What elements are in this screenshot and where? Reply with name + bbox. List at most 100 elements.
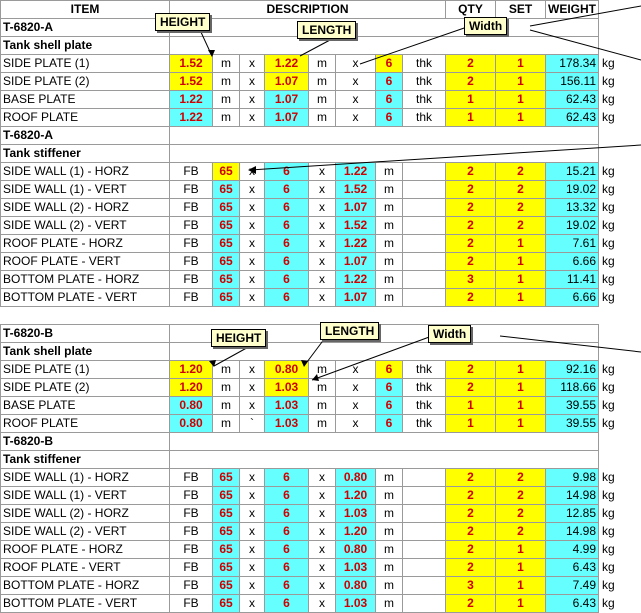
times-sign[interactable]: x [308,504,336,523]
unit-m[interactable]: m [212,378,240,397]
item-name[interactable]: SIDE WALL (2) - HORZ [0,504,170,523]
qty-value[interactable]: 2 [445,162,496,181]
times-sign[interactable]: x [239,216,265,235]
item-name[interactable]: BOTTOM PLATE - VERT [0,594,170,613]
height-value[interactable]: 1.52 [169,72,213,91]
weight-value[interactable]: 6.66 [545,252,599,271]
unit-m[interactable]: m [375,288,403,307]
unit-kg[interactable]: kg [602,164,615,178]
weight-value[interactable]: 6.66 [545,288,599,307]
set-value[interactable]: 2 [495,198,546,217]
thickness-value[interactable]: 6 [375,414,403,433]
unit-m[interactable]: m [308,108,336,127]
unit-thk[interactable]: thk [402,396,446,415]
item-name[interactable]: SIDE PLATE (2) [0,72,170,91]
set-value[interactable]: 1 [495,378,546,397]
unit-m[interactable]: m [375,252,403,271]
flange-thk-value[interactable]: 6 [264,252,309,271]
section-fb[interactable]: FB [169,270,213,289]
set-value[interactable]: 2 [495,486,546,505]
qty-value[interactable]: 2 [445,198,496,217]
empty-cell[interactable] [402,180,446,199]
length-value[interactable]: 1.07 [335,288,376,307]
section-fb[interactable]: FB [169,198,213,217]
times-sign[interactable]: x [308,270,336,289]
flange-width-value[interactable]: 65 [212,594,240,613]
section-tag[interactable]: T-6820-B [0,432,170,451]
length-value[interactable]: 1.07 [264,90,309,109]
times-sign[interactable]: x [239,180,265,199]
section-spacer[interactable] [599,127,631,145]
qty-value[interactable]: 2 [445,522,496,541]
section-fb[interactable]: FB [169,504,213,523]
times-sign[interactable]: x [239,288,265,307]
set-value[interactable]: 1 [495,72,546,91]
flange-thk-value[interactable]: 6 [264,504,309,523]
item-name[interactable]: SIDE WALL (1) - VERT [0,180,170,199]
unit-m[interactable]: m [212,396,240,415]
length-value[interactable]: 0.80 [335,540,376,559]
set-value[interactable]: 1 [495,54,546,73]
unit-m[interactable]: m [308,414,336,433]
weight-value[interactable]: 19.02 [545,216,599,235]
times-sign[interactable]: x [239,90,265,109]
unit-m[interactable]: m [375,576,403,595]
unit-m[interactable]: m [308,90,336,109]
qty-value[interactable]: 2 [445,72,496,91]
qty-value[interactable]: 1 [445,414,496,433]
set-value[interactable]: 1 [495,108,546,127]
set-value[interactable]: 2 [495,162,546,181]
times-sign[interactable]: x [308,216,336,235]
unit-m[interactable]: m [375,522,403,541]
unit-m[interactable]: m [375,198,403,217]
set-value[interactable]: 1 [495,90,546,109]
times-sign[interactable]: x [239,486,265,505]
section-fill[interactable] [169,126,599,145]
section-fill[interactable] [169,450,599,469]
height-value[interactable]: 1.52 [169,54,213,73]
qty-value[interactable]: 2 [445,486,496,505]
item-name[interactable]: BOTTOM PLATE - VERT [0,288,170,307]
set-value[interactable]: 2 [495,180,546,199]
set-value[interactable]: 1 [495,594,546,613]
set-value[interactable]: 1 [495,234,546,253]
qty-value[interactable]: 2 [445,360,496,379]
unit-m[interactable]: m [375,216,403,235]
item-header[interactable]: ITEM [0,0,170,19]
qty-value[interactable]: 1 [445,396,496,415]
unit-m[interactable]: m [375,486,403,505]
set-value[interactable]: 2 [495,504,546,523]
times-sign[interactable]: x [335,54,376,73]
times-sign[interactable]: x [308,234,336,253]
description-header[interactable]: DESCRIPTION [169,0,446,19]
item-name[interactable]: ROOF PLATE - VERT [0,558,170,577]
times-sign[interactable]: x [308,180,336,199]
weight-value[interactable]: 7.49 [545,576,599,595]
length-value[interactable]: 1.03 [335,504,376,523]
weight-value[interactable]: 178.34 [545,54,599,73]
height-value[interactable]: 0.80 [169,396,213,415]
flange-width-value[interactable]: 65 [212,162,240,181]
section-fb[interactable]: FB [169,216,213,235]
times-sign[interactable]: x [239,252,265,271]
height-value[interactable]: 0.80 [169,414,213,433]
section-fb[interactable]: FB [169,576,213,595]
set-value[interactable]: 1 [495,576,546,595]
qty-value[interactable]: 2 [445,216,496,235]
length-value[interactable]: 0.80 [264,360,309,379]
times-sign[interactable]: x [239,54,265,73]
weight-value[interactable]: 118.66 [545,378,599,397]
qty-value[interactable]: 2 [445,558,496,577]
section-fb[interactable]: FB [169,234,213,253]
times-sign[interactable]: x [239,396,265,415]
times-sign[interactable]: x [308,162,336,181]
times-sign[interactable]: x [239,198,265,217]
times-sign[interactable]: x [308,540,336,559]
qty-value[interactable]: 1 [445,90,496,109]
empty-cell[interactable] [402,270,446,289]
times-sign[interactable]: x [308,594,336,613]
length-value[interactable]: 0.80 [335,576,376,595]
times-sign[interactable]: x [335,396,376,415]
weight-value[interactable]: 92.16 [545,360,599,379]
times-sign[interactable]: x [308,198,336,217]
